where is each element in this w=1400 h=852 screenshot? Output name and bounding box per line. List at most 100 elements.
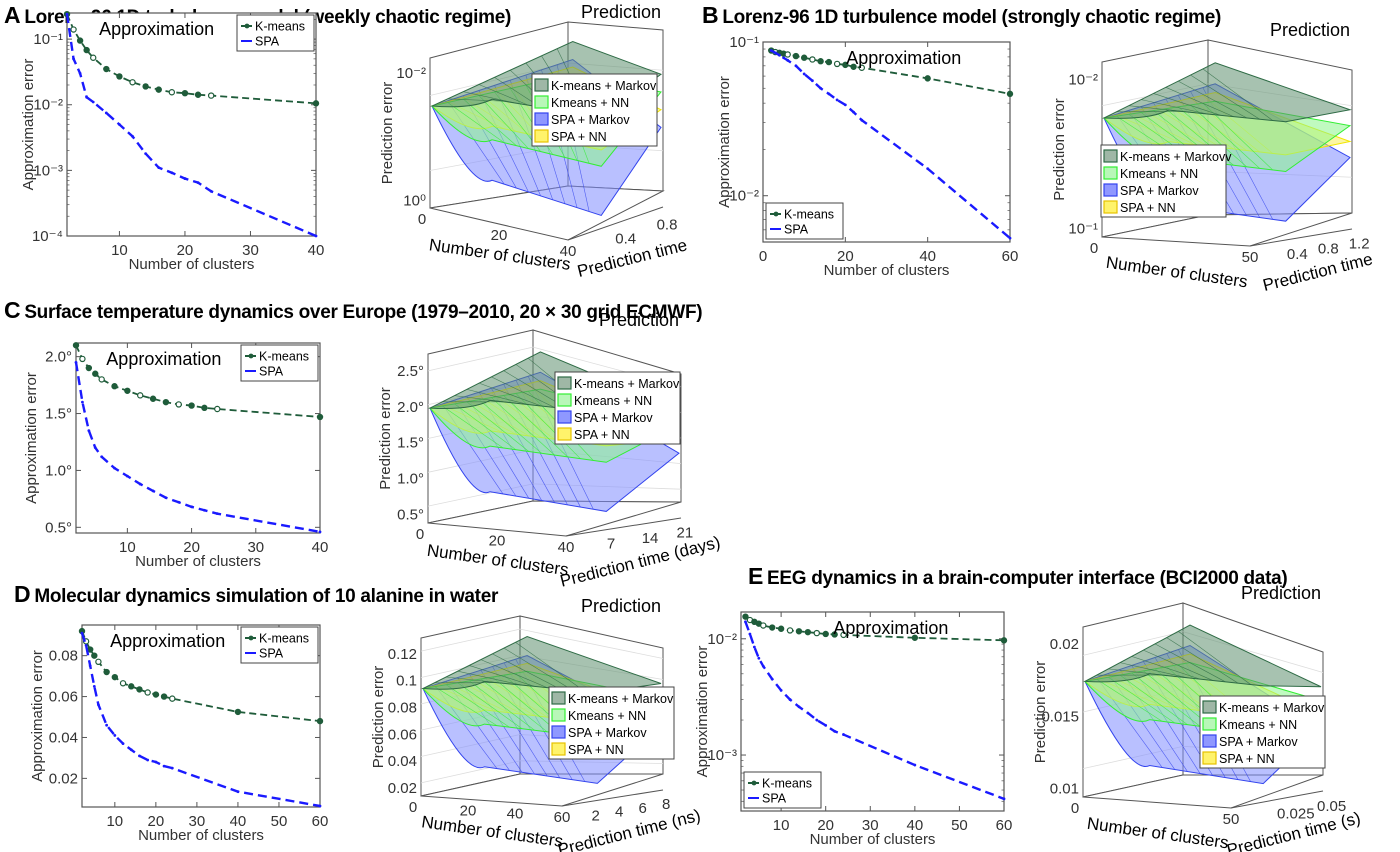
panel-letter: A <box>4 2 21 28</box>
spa-point <box>769 49 773 52</box>
y-tick-label: 0.08 <box>49 648 78 665</box>
spa-point <box>157 166 161 170</box>
legend-label: SPA <box>259 365 284 379</box>
y-tick-label: 2 <box>591 807 599 824</box>
spa-line <box>744 621 1005 800</box>
y-tick-label: 0.5° <box>45 519 72 536</box>
kmeans-point <box>842 61 849 69</box>
spa-point <box>105 723 109 727</box>
spa-point <box>74 360 78 364</box>
kmeans-point <box>825 58 833 66</box>
z-tick-label: 0.12 <box>388 646 417 663</box>
kmeans-point <box>175 401 182 408</box>
panel-letter: D <box>14 581 31 607</box>
surface-kmeans-markov <box>1083 624 1322 688</box>
legend-label: SPA + Markov <box>551 113 630 127</box>
legend-swatch <box>1202 717 1217 731</box>
spa-point <box>209 189 213 193</box>
grid-line <box>427 346 534 372</box>
kmeans-point <box>833 60 841 68</box>
z-tick-label: 0.01 <box>1050 781 1079 798</box>
panel-title-e: E EEG dynamics in a brain-computer interf… <box>748 563 1288 590</box>
kmeans-point <box>137 392 144 399</box>
x-tick-label: 50 <box>1223 811 1240 828</box>
spa-point <box>104 111 108 115</box>
kmeans-point <box>760 622 767 629</box>
spa-point <box>757 656 761 660</box>
floor <box>1101 212 1353 247</box>
kmeans-point <box>98 376 105 383</box>
mesh-line <box>1131 672 1201 727</box>
legend-label: SPA + NN <box>568 743 624 757</box>
legend-label: Kmeans + NN <box>574 394 652 408</box>
z-tick-label: 0.1 <box>396 673 417 690</box>
spa-point <box>78 72 82 75</box>
y-tick-label: 1.5° <box>45 406 72 423</box>
panel-title-text: EEG dynamics in a brain-computer interfa… <box>767 568 1288 589</box>
floor <box>427 500 682 537</box>
spa-point <box>72 57 75 61</box>
kmeans-point <box>1000 637 1008 644</box>
mesh-line <box>1178 631 1251 685</box>
x-tick-label: 20 <box>460 802 477 819</box>
panel-title-text: Lorenz-96 1D turbulence model (strongly … <box>722 7 1222 28</box>
mesh-line <box>457 682 523 729</box>
z-axis-label: Prediction error <box>1032 661 1049 764</box>
x-tick-label: 50 <box>1242 249 1259 266</box>
legend-marker <box>244 23 250 29</box>
plot-area: 0.02 0.04 0.06 0.08 10 20 30 40 50 60 Number of cl… <box>29 624 328 844</box>
kmeans-line <box>75 344 321 418</box>
z-tick-label: 0.02 <box>1050 636 1079 653</box>
mesh-line <box>454 403 517 450</box>
spa-point <box>786 58 790 62</box>
kmeans-point <box>911 634 919 641</box>
mesh-line <box>480 659 548 688</box>
kmeans-point <box>234 708 242 716</box>
legend-box <box>531 73 658 147</box>
z-axis-label: Prediction error <box>1051 98 1068 201</box>
panel-letter: B <box>702 2 719 28</box>
spa-point <box>843 103 847 107</box>
y-tick-label: 0.8 <box>657 216 678 233</box>
spa-point <box>215 512 219 516</box>
axis-edge <box>565 517 682 537</box>
legend-label: SPA + NN <box>551 130 607 144</box>
mesh-line <box>1190 104 1260 169</box>
legend-box <box>1199 695 1326 769</box>
kmeans-point <box>160 693 168 700</box>
legend-box <box>240 626 319 664</box>
chart-title: Prediction <box>581 596 661 616</box>
kmeans-point <box>188 402 195 409</box>
z-tick-label: 10⁰ <box>403 193 426 210</box>
grid-line <box>420 628 521 652</box>
legend-label: K-means <box>762 777 812 791</box>
y-tick-label: 2.0° <box>45 349 72 366</box>
x-tick-label: 50 <box>951 817 968 834</box>
z-axis-label: Prediction error <box>377 387 394 490</box>
panel-title-d: D Molecular dynamics simulation of 10 ala… <box>14 581 498 608</box>
z-axis-label: Prediction error <box>379 82 396 185</box>
y-tick-label: 6 <box>638 800 646 817</box>
spa-point <box>748 632 752 636</box>
kmeans-point <box>79 355 86 363</box>
mesh-line <box>491 397 555 456</box>
legend-label: SPA + Markov <box>568 726 647 740</box>
legend-box <box>548 686 675 760</box>
mesh-line <box>1165 87 1234 117</box>
legend-label: K-means <box>784 208 834 222</box>
x-axis-label: Number of clusters <box>135 553 261 570</box>
spa-point <box>91 100 95 104</box>
x-tick-label: 40 <box>312 539 329 556</box>
spa-point <box>151 489 155 493</box>
chart-title: Approximation <box>833 618 948 638</box>
legend-swatch <box>1103 149 1118 163</box>
legend-swatch <box>1103 166 1118 180</box>
mesh-line <box>1177 80 1247 119</box>
